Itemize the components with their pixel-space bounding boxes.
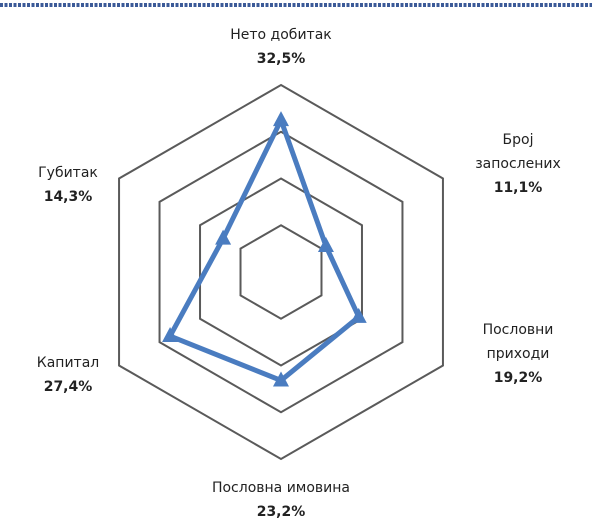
category-label: Број (503, 132, 534, 148)
marker (273, 371, 289, 387)
category-label: Нето добитак (230, 27, 331, 43)
value-label: 11,1% (494, 180, 543, 196)
category-label: запослених (475, 156, 561, 172)
value-label: 27,4% (44, 379, 93, 395)
category-label: Пословна имовина (212, 480, 350, 496)
category-label: приходи (487, 346, 550, 362)
grid-ring (118, 83, 444, 461)
marker (350, 307, 367, 323)
value-label: 23,2% (257, 504, 306, 520)
value-label: 32,5% (257, 51, 306, 67)
marker (273, 111, 289, 127)
category-label: Капитал (37, 355, 99, 371)
category-label: Пословни (483, 322, 554, 338)
value-label: 14,3% (44, 189, 93, 205)
category-label: Губитак (38, 165, 98, 181)
grid-ring (158, 130, 404, 414)
grid-ring (239, 224, 323, 320)
marker (215, 229, 232, 245)
grid-ring (199, 177, 363, 367)
marker (162, 327, 179, 343)
marker (317, 237, 334, 253)
value-label: 19,2% (494, 370, 543, 386)
